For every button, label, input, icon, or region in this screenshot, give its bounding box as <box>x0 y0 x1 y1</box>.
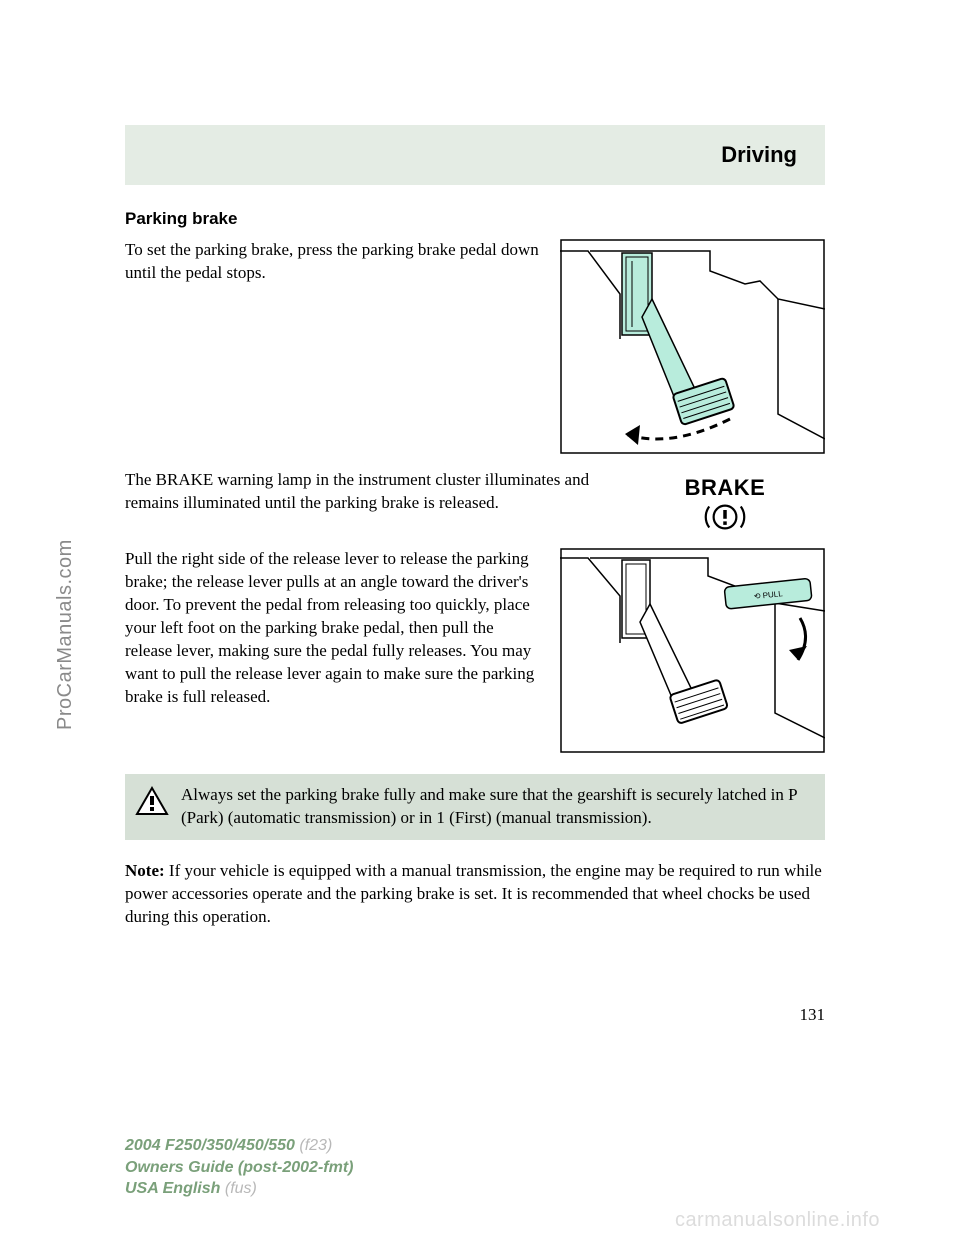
set-brake-text: To set the parking brake, press the park… <box>125 239 560 297</box>
note-text: If your vehicle is equipped with a manua… <box>125 861 822 926</box>
note-label: Note: <box>125 861 165 880</box>
warning-triangle-icon <box>135 786 169 816</box>
footer-line-2: Owners Guide (post-2002-fmt) <box>125 1157 353 1179</box>
para-release-lever: Pull the right side of the release lever… <box>125 548 542 709</box>
page-content: Driving Parking brake To set the parking… <box>125 125 825 1125</box>
row-release-lever: Pull the right side of the release lever… <box>125 548 825 758</box>
release-lever-text: Pull the right side of the release lever… <box>125 548 560 721</box>
warning-text: Always set the parking brake fully and m… <box>181 784 811 830</box>
footer-line-3: USA English (fus) <box>125 1178 353 1200</box>
footer-line-1: 2004 F250/350/450/550 (f23) <box>125 1135 353 1157</box>
warning-box: Always set the parking brake fully and m… <box>125 774 825 840</box>
release-lever-illustration: ⟲ PULL <box>560 548 825 753</box>
footer-model: 2004 F250/350/450/550 <box>125 1137 295 1154</box>
parking-brake-heading: Parking brake <box>125 209 825 229</box>
row-brake-lamp: The BRAKE warning lamp in the instrument… <box>125 469 825 538</box>
brake-lamp-text: The BRAKE warning lamp in the instrument… <box>125 469 625 527</box>
fig-brake-symbol: BRAKE <box>625 469 825 538</box>
brake-icon <box>690 501 760 533</box>
header-band: Driving <box>125 125 825 185</box>
para-brake-lamp: The BRAKE warning lamp in the instrument… <box>125 469 607 515</box>
section-header-title: Driving <box>721 142 797 168</box>
bottom-watermark: carmanualsonline.info <box>675 1209 880 1232</box>
fig-release-lever: ⟲ PULL <box>560 548 825 758</box>
note-paragraph: Note: If your vehicle is equipped with a… <box>125 860 825 929</box>
side-watermark: ProCarManuals.com <box>54 539 77 730</box>
brake-pedal-illustration <box>560 239 825 454</box>
footer-lang: USA English <box>125 1180 220 1197</box>
footer-code-3: (fus) <box>220 1180 256 1197</box>
brake-word: BRAKE <box>625 475 825 501</box>
fig-brake-pedal <box>560 239 825 459</box>
row-set-brake: To set the parking brake, press the park… <box>125 239 825 459</box>
footer-code-1: (f23) <box>295 1137 332 1154</box>
page-number: 131 <box>800 1005 826 1025</box>
para-set-brake: To set the parking brake, press the park… <box>125 239 542 285</box>
footer: 2004 F250/350/450/550 (f23) Owners Guide… <box>125 1135 353 1200</box>
